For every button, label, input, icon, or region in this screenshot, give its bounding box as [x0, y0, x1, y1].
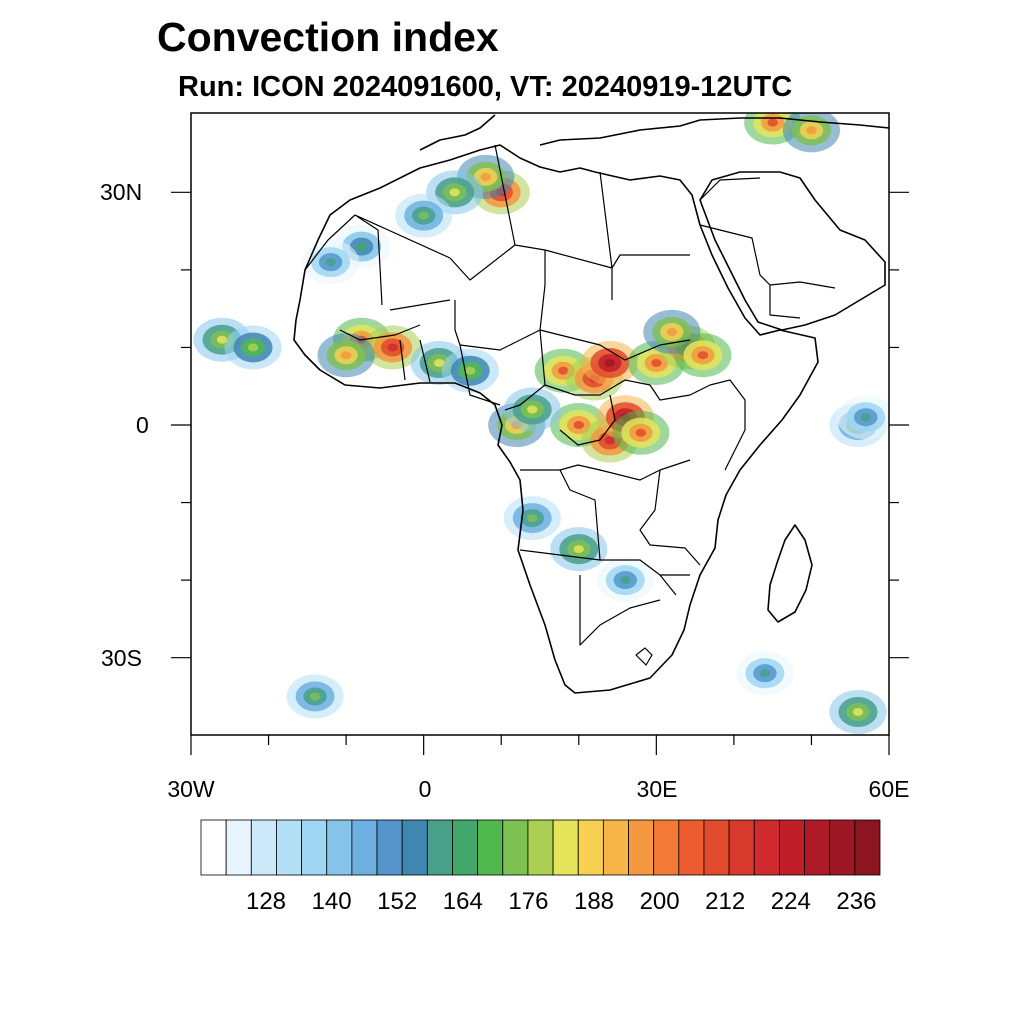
- colorbar-tick-label: 224: [770, 888, 811, 915]
- colorbar-swatch: [779, 819, 805, 876]
- lon-label-30e: 30E: [636, 776, 678, 802]
- axis-ticks: [171, 191, 909, 755]
- field-cell: [573, 421, 584, 429]
- field-cell: [340, 351, 352, 360]
- country-borders: [304, 144, 836, 666]
- colorbar-tick-label: 212: [705, 888, 746, 915]
- arabia-coastline: [699, 171, 886, 331]
- field-cell: [325, 258, 336, 267]
- iberia-coastline: [419, 114, 496, 151]
- lon-label-60e: 60E: [868, 776, 910, 802]
- colorbar-tick-label: 188: [573, 888, 615, 915]
- colorbar-tick-label: 200: [639, 888, 680, 915]
- colorbar-tick-label: 164: [442, 888, 483, 915]
- colorbar-swatch: [728, 819, 755, 876]
- colorbar-tick-label: 176: [508, 888, 549, 915]
- lat-label-30n: 30N: [100, 179, 143, 205]
- field-cell: [433, 358, 445, 367]
- colorbar-swatch: [552, 819, 579, 876]
- plot-frame: [190, 112, 890, 736]
- field-cell: [527, 514, 538, 523]
- colorbar-swatch: [351, 819, 378, 876]
- field-cell: [465, 366, 476, 375]
- field-cell: [651, 358, 662, 367]
- colorbar-swatch: [326, 819, 353, 876]
- colorbar-swatch: [301, 819, 328, 876]
- colorbar-swatch: [577, 819, 604, 876]
- lat-label-30s: 30S: [101, 645, 142, 671]
- colorbar-swatch: [426, 819, 453, 876]
- colorbar-swatch: [276, 819, 302, 876]
- field-cell: [635, 428, 647, 437]
- colorbar-swatch: [502, 819, 529, 876]
- field-cell: [247, 343, 259, 352]
- field-cell: [852, 707, 864, 716]
- colorbar-swatch: [200, 819, 227, 876]
- colorbar-swatch: [376, 819, 403, 876]
- colorbar-tick-label: 152: [377, 888, 418, 915]
- colorbar-swatch: [854, 819, 881, 876]
- colorbar: [200, 819, 881, 876]
- convection-field: [193, 113, 889, 734]
- colorbar-tick-label: 236: [836, 888, 877, 915]
- colorbar-swatch: [477, 819, 504, 876]
- colorbar-tick-label: 140: [311, 888, 352, 915]
- field-cell: [480, 172, 491, 181]
- field-cell: [620, 576, 631, 585]
- field-cell: [860, 413, 871, 422]
- colorbar-swatch: [829, 819, 856, 876]
- colorbar-swatch: [804, 819, 831, 876]
- field-cell: [573, 545, 584, 554]
- lat-label-0: 0: [136, 412, 149, 438]
- europe-coastline: [539, 117, 889, 146]
- field-cell: [697, 351, 709, 360]
- colorbar-swatch: [602, 819, 629, 876]
- map-subtitle: Run: ICON 2024091600, VT: 20240919-12UTC: [178, 71, 793, 103]
- colorbar-swatch: [753, 819, 780, 876]
- map-title: Convection index: [157, 14, 499, 60]
- field-cell: [387, 343, 398, 352]
- field-cell: [666, 327, 678, 336]
- field-cell: [806, 126, 817, 135]
- field-cell: [604, 358, 615, 367]
- lon-label-30w: 30W: [167, 776, 215, 802]
- colorbar-swatch: [527, 819, 554, 876]
- colorbar-swatch: [628, 819, 655, 876]
- field-cell: [356, 242, 367, 251]
- field-cell: [759, 669, 771, 678]
- field-cell: [558, 366, 569, 375]
- madagascar-coastline: [767, 524, 813, 623]
- field-cell: [418, 211, 429, 220]
- lon-label-0: 0: [418, 776, 432, 802]
- colorbar-swatch: [250, 819, 277, 876]
- field-cell: [604, 436, 615, 445]
- colorbar-swatch: [401, 819, 428, 876]
- colorbar-swatch: [703, 819, 730, 876]
- field-cell: [527, 405, 538, 414]
- colorbar-swatch: [678, 819, 705, 876]
- colorbar-swatch: [225, 819, 252, 876]
- colorbar-swatch: [653, 819, 680, 876]
- colorbar-tick-label: 128: [245, 888, 287, 915]
- africa-coastline: [293, 144, 819, 694]
- field-cell: [767, 118, 778, 127]
- coastlines-borders: [293, 114, 889, 694]
- field-cell: [449, 188, 460, 197]
- colorbar-swatch: [452, 819, 479, 876]
- field-cell: [309, 692, 321, 701]
- field-cell: [216, 335, 228, 344]
